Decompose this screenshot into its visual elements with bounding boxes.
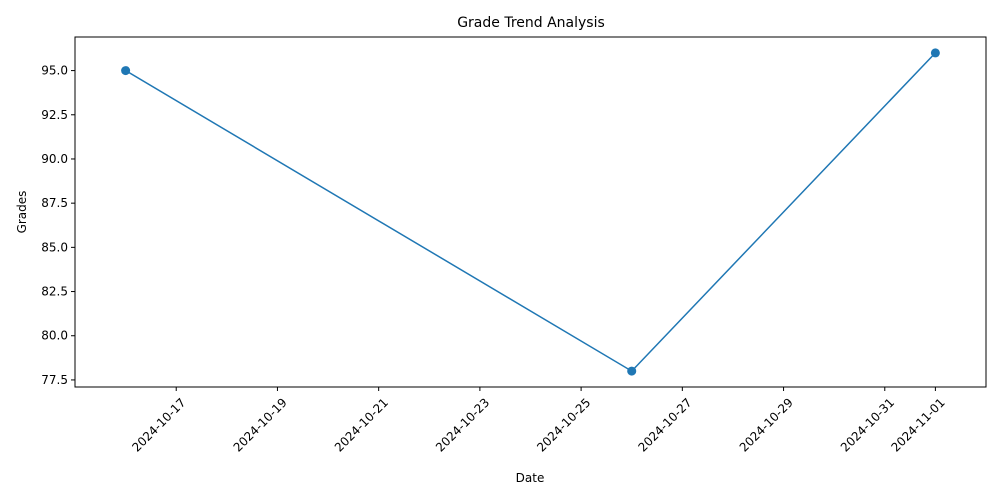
data-point bbox=[627, 366, 637, 376]
y-tick-label: 92.5 bbox=[41, 108, 68, 122]
x-tick-label: 2024-10-23 bbox=[433, 395, 492, 454]
data-point bbox=[121, 66, 131, 76]
y-axis: 77.5 80.0 82.5 85.0 87.5 90.0 92.5 95.0 bbox=[41, 64, 75, 387]
x-axis: 2024-10-17 2024-10-19 2024-10-21 2024-10-23… bbox=[129, 387, 948, 455]
chart-title: Grade Trend Analysis bbox=[457, 15, 605, 31]
x-tick-label: 2024-10-27 bbox=[635, 395, 694, 454]
y-tick-label: 85.0 bbox=[41, 240, 68, 254]
x-tick-label: 2024-10-17 bbox=[129, 395, 188, 454]
series-line bbox=[125, 52, 936, 373]
y-tick-label: 77.5 bbox=[41, 373, 68, 387]
x-tick-label: 2024-10-25 bbox=[534, 395, 593, 454]
x-tick-label: 2024-10-21 bbox=[332, 395, 391, 454]
y-tick-label: 82.5 bbox=[41, 285, 68, 299]
x-tick-label: 2024-11-01 bbox=[889, 395, 948, 454]
y-tick-label: 87.5 bbox=[41, 196, 68, 210]
y-tick-label: 80.0 bbox=[41, 329, 68, 343]
y-axis-title: Grades bbox=[15, 191, 29, 234]
series-layer bbox=[121, 48, 940, 376]
x-tick-label: 2024-10-19 bbox=[231, 395, 290, 454]
y-tick-label: 90.0 bbox=[41, 152, 68, 166]
plot-area-frame bbox=[74, 36, 987, 388]
data-point bbox=[930, 48, 940, 58]
x-axis-title: Date bbox=[516, 471, 545, 485]
y-tick-label: 95.0 bbox=[41, 64, 68, 78]
x-tick-label: 2024-10-29 bbox=[737, 395, 796, 454]
